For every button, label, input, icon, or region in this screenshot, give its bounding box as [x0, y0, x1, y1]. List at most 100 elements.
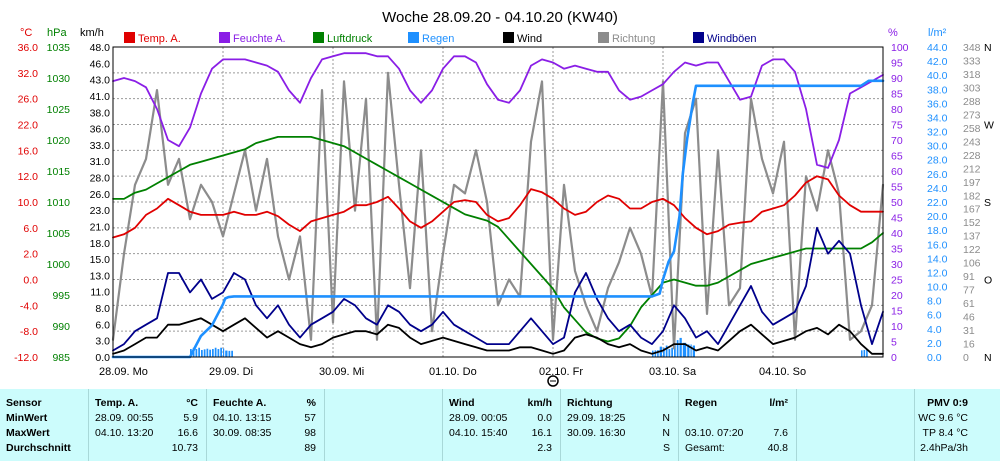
humidity-tick-label: 65 — [891, 151, 903, 163]
humidity-tick-label: 5 — [891, 337, 897, 349]
gust-line — [112, 226, 884, 352]
pressure-tick-label: 1005 — [47, 228, 71, 240]
wind-max-value: 16.1 — [531, 427, 552, 439]
humidity-tick-label: 85 — [891, 89, 903, 101]
direction-tick-label: 243 — [963, 136, 981, 148]
axis-unit: l/m² — [928, 27, 947, 39]
temp-tick-label: 32.0 — [18, 68, 39, 80]
temp-line — [112, 175, 884, 239]
temp-avg-value: 10.73 — [171, 442, 198, 454]
humidity-tick-label: 100 — [891, 42, 909, 54]
temp-tick-label: 2.0 — [23, 249, 38, 261]
pressure-line — [112, 135, 884, 343]
direction-tick-label: 137 — [963, 231, 981, 243]
direction-tick-label: 61 — [963, 298, 975, 310]
sensor-header: Sensor — [6, 397, 42, 409]
direction-tick-label: 91 — [963, 271, 975, 283]
legend-swatch — [313, 32, 324, 43]
wind-line — [112, 317, 884, 355]
humidity-tick-label: 15 — [891, 306, 903, 318]
direction-tick-label: 258 — [963, 123, 981, 135]
humidity-tick-label: 55 — [891, 182, 903, 194]
wind-tick-label: 13.0 — [90, 270, 111, 282]
rain-cumulative-line — [111, 79, 885, 359]
legend-label: Richtung — [612, 33, 655, 45]
rain-bar — [692, 345, 695, 357]
pmv-header: PMV 0:9 — [927, 397, 968, 409]
direction-tick-label: 122 — [963, 244, 981, 256]
rain-tick-label: 0.0 — [927, 352, 942, 364]
legend-swatch — [598, 32, 609, 43]
wind-max-date: 04.10. 15:40 — [449, 427, 508, 439]
direction-tick-label: 273 — [963, 109, 981, 121]
wind-tick-label: 48.0 — [90, 42, 111, 54]
rain-tick-label: 40.0 — [927, 70, 948, 82]
scroll-handle-icon[interactable] — [547, 375, 559, 387]
legend-label: Feuchte A. — [233, 33, 286, 45]
rain-bar — [203, 349, 206, 357]
direction-tick-label: 288 — [963, 96, 981, 108]
wind-tick-label: 3.0 — [95, 336, 110, 348]
temp-min-value: 5.9 — [183, 412, 198, 424]
rain-tick-label: 2.0 — [927, 338, 942, 350]
temp-tick-label: 12.0 — [18, 171, 39, 183]
temp-tick-label: -12.0 — [14, 352, 38, 364]
direction-avg-value: S — [662, 442, 670, 454]
wind-tick-label: 46.0 — [90, 58, 111, 70]
wind-tick-label: 21.0 — [90, 221, 111, 233]
axis-unit: km/h — [80, 27, 104, 39]
rain-bar — [657, 350, 659, 357]
x-tick-label: 02.10. Fr — [539, 366, 583, 378]
wind-tick-label: 33.0 — [90, 140, 111, 152]
rain-bar — [668, 349, 671, 357]
direction-tick-label: 31 — [963, 325, 975, 337]
rain-tick-label: 28.0 — [927, 155, 948, 167]
humidity-tick-label: 10 — [891, 321, 903, 333]
series-lines — [111, 52, 885, 359]
rain-tick-label: 12.0 — [927, 267, 948, 279]
rain-tick-label: 30.0 — [927, 141, 948, 153]
direction-tick-label: 46 — [963, 312, 975, 324]
direction-tick-label: 16 — [963, 339, 975, 351]
direction-max-date: 30.09. 16:30 — [567, 427, 626, 439]
humidity-max-date: 30.09. 08:35 — [213, 427, 272, 439]
humidity-tick-label: 25 — [891, 275, 903, 287]
compass-tick-label: S — [984, 197, 991, 209]
rain-tick-label: 36.0 — [927, 98, 948, 110]
x-axis-labels: 28.09. Mo 29.09. Di 30.09. Mi 01.10. Do 02.1… — [99, 366, 806, 378]
chart-title: Woche 28.09.20 - 04.10.20 (KW40) — [382, 9, 618, 26]
humidity-tick-label: 30 — [891, 259, 903, 271]
direction-tick-label: 152 — [963, 217, 981, 229]
stats-col-rain: Regen l/m² 03.10. 07:20 7.6 Gesamt: 40.8 — [678, 389, 796, 461]
rain-bar — [687, 344, 690, 357]
plot-frame — [112, 46, 884, 358]
rain-bar — [212, 349, 214, 357]
max-label: MaxWert — [6, 427, 50, 439]
rain-max-date: 03.10. 07:20 — [685, 427, 744, 439]
pressure-tick-label: 1035 — [47, 42, 71, 54]
humidity-tick-label: 20 — [891, 290, 903, 302]
rain-total-label: Gesamt: — [685, 442, 725, 454]
temp-max-date: 04.10. 13:20 — [95, 427, 154, 439]
direction-tick-label: 212 — [963, 163, 981, 175]
rain-tick-label: 44.0 — [927, 42, 948, 54]
wind-tick-label: 23.0 — [90, 205, 111, 217]
axis-unit: °C — [20, 27, 32, 39]
temp-tick-label: -4.0 — [20, 300, 38, 312]
pressure-tick-label: 1010 — [47, 197, 71, 209]
rain-bar — [214, 347, 217, 357]
rain-tick-label: 24.0 — [927, 183, 948, 195]
rain-bar — [682, 342, 687, 357]
pressure-tick-label: 1030 — [47, 73, 71, 85]
temp-tick-label: 0.0 — [23, 275, 38, 287]
rain-bar — [201, 350, 203, 357]
temp-unit: °C — [186, 397, 198, 409]
rain-bar — [228, 350, 231, 357]
rain-tick-label: 38.0 — [927, 84, 948, 96]
wind-tick-label: 15.0 — [90, 254, 111, 266]
wind-tick-label: 6.0 — [95, 319, 110, 331]
rain-bar — [676, 340, 679, 357]
rain-bar — [690, 344, 692, 357]
temp-tick-label: 10.0 — [18, 197, 39, 209]
rain-bar — [198, 347, 200, 357]
